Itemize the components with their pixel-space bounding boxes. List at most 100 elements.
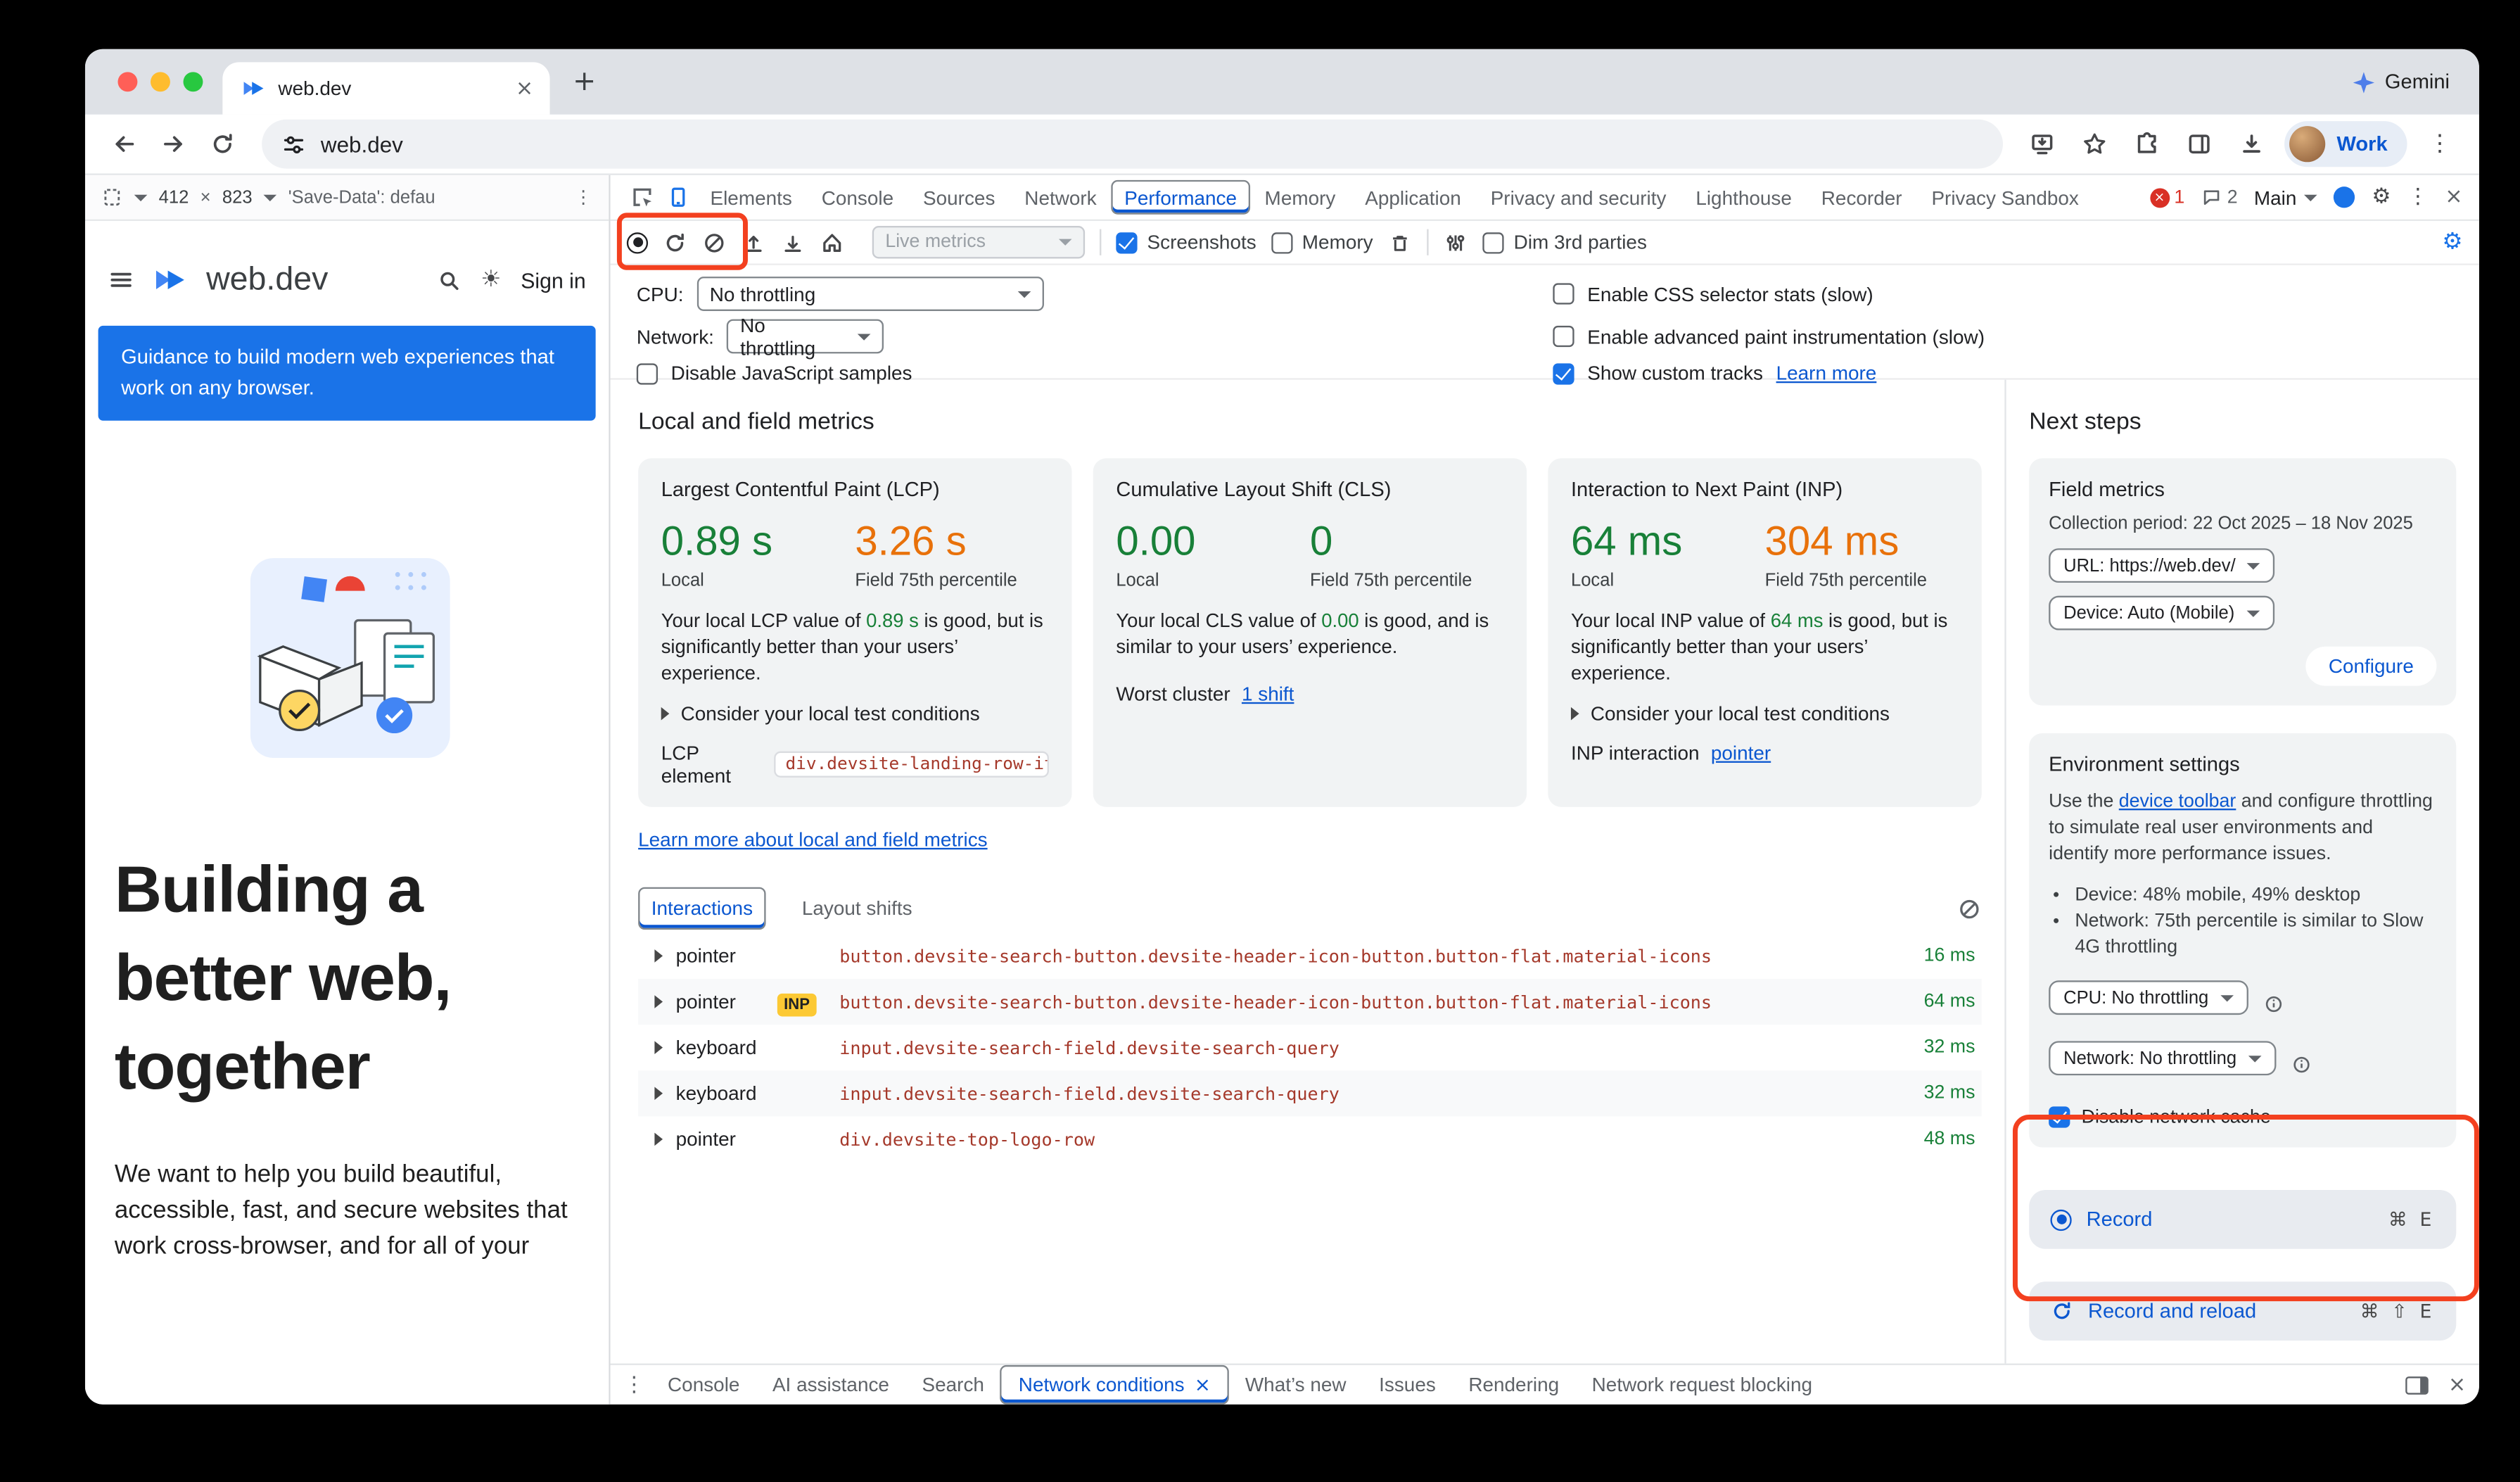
- network-throttling-select[interactable]: No throttling: [727, 313, 884, 360]
- perf-options-button[interactable]: [1444, 230, 1468, 255]
- disable-js-samples-checkbox[interactable]: [636, 362, 658, 384]
- tab-interactions[interactable]: Interactions: [638, 887, 766, 930]
- target-select[interactable]: Main: [2254, 186, 2318, 209]
- env-cpu-select[interactable]: CPU: No throttling: [2049, 980, 2248, 1015]
- custom-tracks-learn-more-link[interactable]: Learn more: [1776, 362, 1877, 385]
- info-icon[interactable]: [2291, 1054, 2312, 1075]
- new-tab-button[interactable]: +: [573, 64, 597, 98]
- downloads-button[interactable]: [2229, 121, 2274, 167]
- lcp-element-chip[interactable]: div.devsite-landing-row-ite…: [774, 751, 1049, 778]
- reload-button[interactable]: [200, 121, 246, 167]
- drawer-tab-issues[interactable]: Issues: [1379, 1373, 1436, 1397]
- devtools-close-button[interactable]: ×: [2445, 184, 2463, 210]
- device-toolbar-link[interactable]: device toolbar: [2118, 792, 2236, 812]
- history-select[interactable]: Live metrics: [872, 225, 1086, 259]
- error-count-badge[interactable]: × 1: [2149, 187, 2184, 208]
- env-network-select[interactable]: Network: No throttling: [2049, 1041, 2276, 1076]
- device-toolbar-menu-button[interactable]: ⋮: [574, 186, 593, 208]
- bookmark-button[interactable]: [2072, 121, 2118, 167]
- tab-close-icon[interactable]: ×: [515, 76, 534, 101]
- expand-arrow-icon[interactable]: [654, 1132, 663, 1146]
- devtools-menu-button[interactable]: ⋮: [2407, 184, 2429, 210]
- record-button[interactable]: [626, 232, 649, 253]
- show-custom-tracks-checkbox[interactable]: [1553, 362, 1574, 384]
- tab-privacy-sandbox[interactable]: Privacy Sandbox: [1931, 186, 2079, 209]
- tab-lighthouse[interactable]: Lighthouse: [1695, 186, 1792, 209]
- field-url-select[interactable]: URL: https://web.dev/: [2049, 548, 2275, 583]
- tab-layout-shifts[interactable]: Layout shifts: [801, 897, 912, 920]
- tab-memory[interactable]: Memory: [1264, 186, 1336, 209]
- metrics-learn-more-link[interactable]: Learn more about local and field metrics: [638, 828, 988, 851]
- drawer-tab-search[interactable]: Search: [922, 1373, 984, 1397]
- tab-privacy-security[interactable]: Privacy and security: [1490, 186, 1667, 209]
- tab-console[interactable]: Console: [821, 186, 894, 209]
- drawer-tab-console[interactable]: Console: [668, 1373, 740, 1397]
- chevron-down-icon[interactable]: [134, 194, 148, 201]
- sign-in-button[interactable]: Sign in: [521, 267, 586, 293]
- interaction-row[interactable]: pointer div.devsite-top-logo-row 48 ms: [638, 1116, 1982, 1162]
- tab-performance[interactable]: Performance: [1111, 179, 1250, 215]
- search-icon[interactable]: [436, 267, 461, 292]
- site-brand[interactable]: web.dev: [206, 260, 329, 298]
- viewport-height[interactable]: 823: [222, 187, 253, 208]
- inp-interaction-link[interactable]: pointer: [1710, 741, 1771, 765]
- info-icon[interactable]: [2263, 994, 2284, 1015]
- paint-instrumentation-checkbox[interactable]: [1553, 325, 1574, 348]
- extensions-button[interactable]: [2124, 121, 2170, 167]
- live-metrics-home-button[interactable]: [820, 230, 844, 255]
- record-and-reload-action-button[interactable]: Record and reload ⌘ ⇧ E: [2029, 1281, 2457, 1341]
- clear-log-button[interactable]: [1957, 896, 1982, 920]
- back-button[interactable]: [101, 121, 147, 167]
- tab-application[interactable]: Application: [1365, 186, 1461, 209]
- tab-network[interactable]: Network: [1024, 186, 1097, 209]
- drawer-tab-ai-assistance[interactable]: AI assistance: [772, 1373, 889, 1397]
- url-bar[interactable]: web.dev: [262, 119, 2003, 169]
- css-selector-stats-checkbox[interactable]: [1553, 283, 1574, 305]
- load-profile-button[interactable]: [742, 230, 766, 255]
- drawer-tab-network-request-blocking[interactable]: Network request blocking: [1591, 1373, 1813, 1397]
- interaction-row[interactable]: pointer button.devsite-search-button.dev…: [638, 933, 1982, 979]
- save-profile-button[interactable]: [781, 230, 806, 255]
- record-action-button[interactable]: Record ⌘ E: [2029, 1190, 2457, 1249]
- device-toolbar-toggle-button[interactable]: [659, 179, 695, 215]
- close-window-button[interactable]: [117, 72, 138, 92]
- interaction-row[interactable]: keyboard input.devsite-search-field.devs…: [638, 1025, 1982, 1070]
- expand-arrow-icon[interactable]: [654, 949, 663, 963]
- record-and-reload-button[interactable]: [663, 230, 687, 255]
- minimize-window-button[interactable]: [150, 72, 170, 92]
- issues-count-badge[interactable]: 2: [2201, 186, 2238, 208]
- profile-button[interactable]: Work: [2284, 121, 2407, 167]
- field-device-select[interactable]: Device: Auto (Mobile): [2049, 595, 2274, 631]
- tab-sources[interactable]: Sources: [923, 186, 995, 209]
- theme-toggle-icon[interactable]: ☀: [481, 267, 502, 293]
- network-throttle-hint[interactable]: 'Save-Data': defau: [288, 187, 435, 208]
- expand-arrow-icon[interactable]: [654, 1087, 663, 1101]
- clear-button[interactable]: [702, 230, 727, 255]
- interaction-row[interactable]: keyboard input.devsite-search-field.devs…: [638, 1070, 1982, 1117]
- close-icon[interactable]: ×: [1194, 1373, 1211, 1397]
- gemini-button[interactable]: Gemini: [2353, 70, 2450, 94]
- inp-test-conditions-expander[interactable]: Consider your local test conditions: [1570, 702, 1959, 725]
- devtools-settings-button[interactable]: ⚙: [2372, 184, 2391, 210]
- drawer-close-button[interactable]: ×: [2448, 1372, 2467, 1398]
- collect-garbage-button[interactable]: [1388, 230, 1413, 255]
- viewport-width[interactable]: 412: [158, 187, 189, 208]
- cpu-throttling-select[interactable]: No throttling: [696, 277, 1044, 311]
- screenshots-checkbox[interactable]: [1116, 232, 1138, 253]
- browser-menu-button[interactable]: ⋮: [2428, 131, 2452, 158]
- side-panel-button[interactable]: [2177, 121, 2222, 167]
- menu-icon[interactable]: [108, 267, 134, 293]
- disable-network-cache-checkbox[interactable]: [2049, 1106, 2070, 1128]
- interaction-row[interactable]: pointer INP button.devsite-search-button…: [638, 978, 1982, 1025]
- zoom-chevron-icon[interactable]: [263, 194, 277, 201]
- expand-arrow-icon[interactable]: [654, 1041, 663, 1054]
- inspect-element-button[interactable]: [623, 179, 659, 215]
- dock-side-icon[interactable]: [2405, 1376, 2429, 1394]
- browser-tab[interactable]: web.dev ×: [222, 62, 550, 115]
- device-select-icon[interactable]: [101, 186, 122, 208]
- install-button[interactable]: [2019, 121, 2065, 167]
- memory-checkbox[interactable]: [1271, 232, 1292, 253]
- capture-settings-button[interactable]: ⚙: [2442, 229, 2463, 255]
- worst-cluster-link[interactable]: 1 shift: [1241, 682, 1294, 706]
- drawer-tab-whats-new[interactable]: What’s new: [1245, 1373, 1347, 1397]
